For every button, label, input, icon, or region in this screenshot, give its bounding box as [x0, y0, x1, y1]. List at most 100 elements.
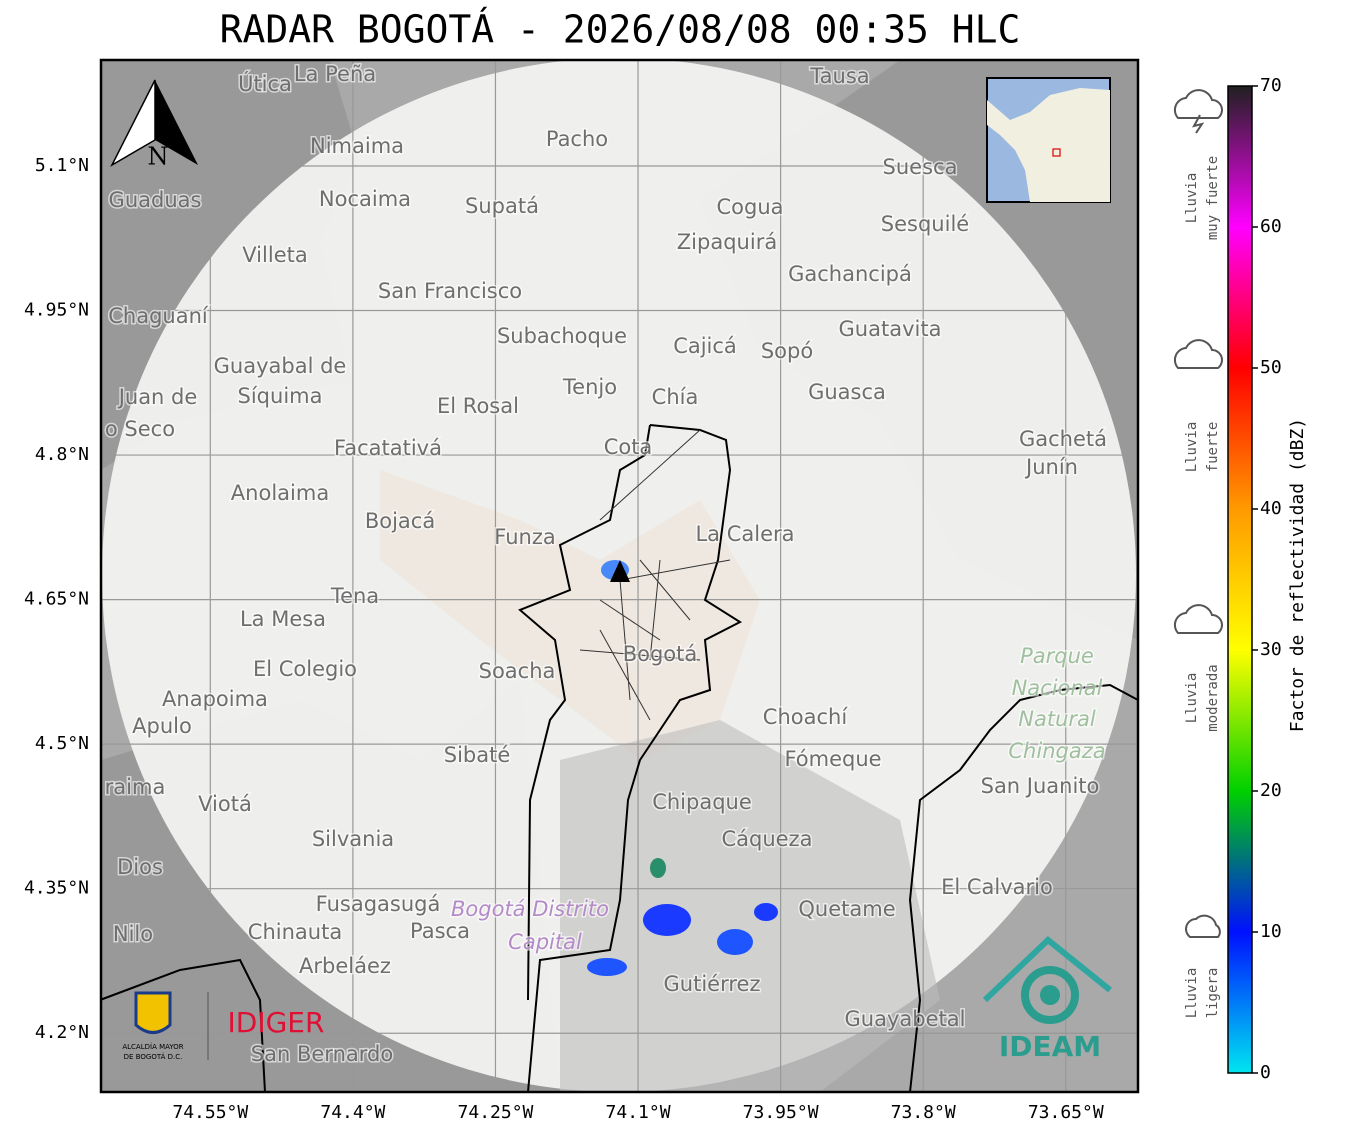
place-label: El Colegio [253, 657, 357, 681]
place-label: Cogua [716, 195, 783, 219]
north-label: N [148, 143, 169, 171]
x-tick-label: 73.8°W [891, 1102, 956, 1123]
place-label: Gutiérrez [664, 972, 761, 996]
place-label: Sibaté [444, 743, 511, 767]
place-label: El Rosal [437, 394, 519, 418]
axes: 74.55°W 74.4°W 74.25°W 74.1°W 73.95°W 73.8°W 7… [24, 155, 1104, 1123]
place-label: Subachoque [497, 324, 627, 348]
y-tick-label: 4.8°N [35, 444, 89, 465]
place-label: Quetame [798, 897, 895, 921]
place-label: Fusagasugá [316, 892, 441, 916]
colorbar-tick-label: 20 [1260, 780, 1282, 801]
terrain-shade-south [560, 720, 940, 1092]
place-label: Anapoima [162, 687, 268, 711]
place-label: Guatavita [839, 317, 942, 341]
place-label: Chingaza [1008, 739, 1105, 763]
place-label: Junín [1024, 455, 1078, 479]
place-label: Bogotá Distrito [451, 897, 609, 921]
legend-label: moderada [1205, 664, 1221, 731]
map-frame [99, 58, 1140, 1094]
district-boundary [518, 424, 651, 1001]
colorbar [1227, 85, 1253, 1074]
place-label: Pacho [546, 127, 608, 151]
legend-label: fuerte [1205, 422, 1221, 473]
y-tick-label: 4.35°N [24, 878, 89, 899]
north-arrow: N [110, 79, 198, 171]
logo-text: DE BOGOTÁ D.C. [124, 1052, 183, 1061]
place-label: La Peña [294, 62, 376, 86]
place-label: Arbeláez [299, 954, 391, 978]
place-label: Pasca [410, 919, 470, 943]
y-tick-label: 4.95°N [24, 300, 89, 321]
radar-site [610, 560, 630, 582]
place-label: Chía [652, 385, 699, 409]
inset-map [986, 77, 1111, 203]
place-label: Tenjo [562, 375, 617, 399]
colorbar-tick-label: 10 [1260, 921, 1282, 942]
place-label: Anolaima [231, 481, 329, 505]
legend-label: ligera [1205, 968, 1221, 1019]
y-tick-label: 4.2°N [35, 1022, 89, 1043]
place-label: San Francisco [378, 279, 522, 303]
place-label: Cáqueza [722, 827, 813, 851]
x-tick-label: 74.1°W [606, 1102, 671, 1123]
legend-label: Lluvia [1184, 173, 1200, 224]
place-label: Bojacá [365, 509, 435, 533]
place-label: Nimaima [310, 134, 404, 158]
logo-ideam-text: IDEAM [999, 1030, 1101, 1063]
y-tick-label: 5.1°N [35, 155, 89, 176]
locality-lines [579, 429, 731, 721]
place-label: o Seco [105, 417, 175, 441]
x-tick-label: 74.25°W [458, 1102, 534, 1123]
x-tick-label: 73.95°W [743, 1102, 819, 1123]
place-label: Chaguaní [108, 304, 209, 328]
place-label: Chinauta [248, 920, 342, 944]
place-label: Bogotá [623, 642, 698, 666]
place-label: Choachí [763, 705, 849, 729]
colorbar-label: Factor de reflectividad (dBZ) [1287, 418, 1308, 732]
place-label: Nacional [1012, 676, 1103, 700]
urban-area [380, 470, 760, 760]
place-label: Guayabal de [214, 354, 347, 378]
colorbar-tick-label: 30 [1260, 639, 1282, 660]
place-label: Funza [494, 525, 555, 549]
colorbar-tick-label: 40 [1260, 498, 1282, 519]
district-boundary [527, 424, 743, 1092]
grid [101, 60, 1138, 1092]
place-label: Sesquilé [881, 212, 969, 236]
place-label: Viotá [198, 792, 252, 816]
y-tick-label: 4.5°N [35, 733, 89, 754]
place-label: Facatativá [334, 436, 442, 460]
place-label: Guayabetal [845, 1007, 966, 1031]
colorbar-tick-label: 0 [1260, 1062, 1271, 1083]
place-label: Supatá [465, 194, 539, 218]
place-label: raima [105, 775, 166, 799]
place-label: Sopó [761, 339, 813, 363]
place-label: Guasca [808, 380, 886, 404]
place-label: La Mesa [240, 607, 326, 631]
place-label: San Juanito [981, 774, 1100, 798]
place-label: Nilo [113, 922, 153, 946]
place-label: Capital [508, 930, 582, 954]
place-label: Parque [1020, 644, 1094, 668]
place-label: Dios [117, 855, 163, 879]
boundaries [101, 424, 1138, 1092]
rain-legend: Lluvia muy fuerte Lluvia fuerte Lluvia modera… [1184, 156, 1221, 1018]
place-label: Síquima [238, 384, 323, 408]
place-label: Apulo [132, 714, 192, 738]
y-tick-label: 4.65°N [24, 589, 89, 610]
colorbar-tick-label: 60 [1260, 216, 1282, 237]
place-label: Guaduas [109, 188, 202, 212]
place-label: Nocaima [319, 187, 411, 211]
place-label: Natural [1018, 707, 1096, 731]
legend-label: Lluvia [1184, 968, 1200, 1019]
rain-icons [1173, 89, 1223, 938]
park-boundary [908, 683, 1138, 1092]
place-label: Cajicá [673, 334, 737, 358]
place-label: San Bernardo [251, 1042, 393, 1066]
colorbar-tick-label: 70 [1260, 75, 1282, 96]
place-label: Soacha [479, 659, 556, 683]
